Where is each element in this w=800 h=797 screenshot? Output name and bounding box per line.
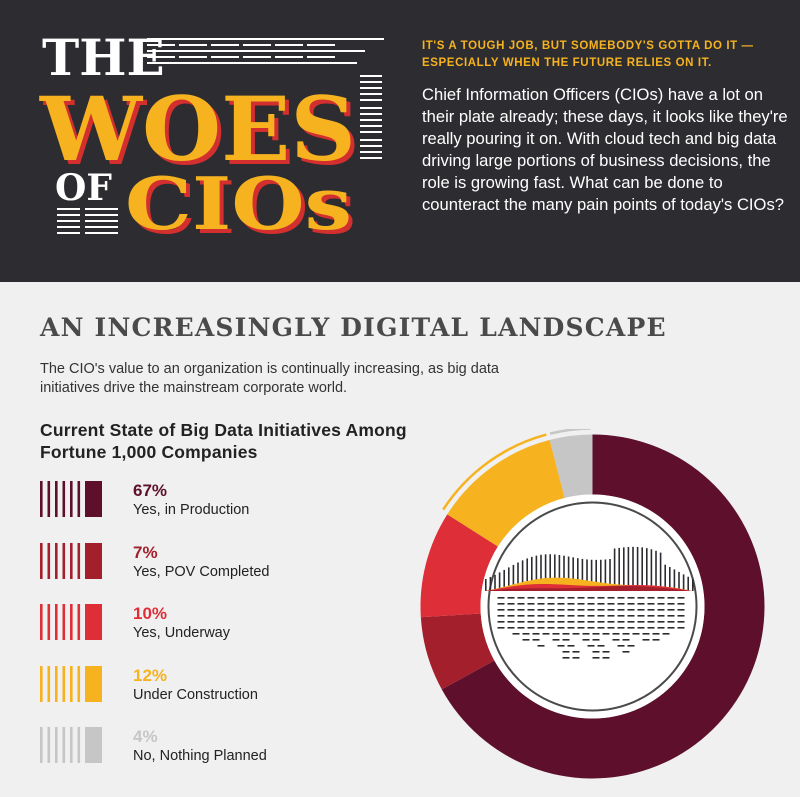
decorative-lines-top bbox=[147, 38, 384, 64]
section-title: AN INCREASINGLY DIGITAL LANDSCAPE bbox=[40, 313, 667, 342]
donut-chart bbox=[420, 429, 765, 779]
legend-label: Yes, POV Completed bbox=[133, 563, 270, 580]
donut-accent-arc bbox=[549, 429, 591, 435]
title-cios-shadow: CIOs bbox=[129, 165, 356, 250]
donut-slice bbox=[447, 439, 565, 547]
donut-center bbox=[480, 494, 705, 719]
section-description: The CIO's value to an organization is co… bbox=[40, 361, 499, 396]
legend-swatch-block bbox=[85, 604, 102, 640]
legend-swatch-stripe bbox=[55, 481, 58, 517]
legend-swatch-stripe bbox=[70, 604, 73, 640]
legend-item: 12% Under Construction bbox=[40, 665, 380, 706]
legend-item: 67% Yes, in Production bbox=[40, 481, 380, 521]
donut-inner-ring bbox=[487, 501, 698, 712]
legend-swatch-stripe bbox=[77, 542, 81, 579]
header-banner: THE WOES WOES OF CIOs CIOs IT'S A TOUGH … bbox=[0, 0, 800, 282]
tagline: IT'S A TOUGH JOB, BUT SOMEBODY'S GOTTA D… bbox=[422, 40, 754, 69]
legend-swatch-stripe bbox=[77, 481, 81, 517]
legend-item: 4% No, Nothing Planned bbox=[40, 727, 380, 767]
legend-swatch bbox=[40, 542, 102, 579]
legend-swatch-stripe bbox=[47, 727, 51, 763]
legend-swatch bbox=[40, 481, 102, 517]
legend-swatch-stripe bbox=[62, 542, 66, 579]
legend-swatch-stripe bbox=[47, 665, 51, 702]
intro-paragraph: Chief Information Officers (CIOs) have a… bbox=[422, 85, 788, 214]
legend-swatch-stripe bbox=[70, 542, 73, 579]
legend-swatch-stripe bbox=[62, 604, 66, 640]
legend-swatch bbox=[40, 604, 102, 640]
legend-swatch-stripe bbox=[77, 727, 81, 763]
legend-swatch-stripe bbox=[55, 727, 58, 763]
center-illustration bbox=[485, 546, 694, 659]
legend-swatch-stripe bbox=[62, 481, 66, 517]
legend-value: 7% bbox=[133, 542, 158, 562]
donut-slice bbox=[549, 434, 593, 499]
legend-swatch-stripe bbox=[55, 604, 58, 640]
legend-swatch-stripe bbox=[70, 665, 73, 702]
legend-label: Under Construction bbox=[133, 686, 258, 703]
legend-swatch-block bbox=[85, 481, 102, 517]
legend-swatch-stripe bbox=[55, 542, 58, 579]
legend-swatch-stripe bbox=[47, 542, 51, 579]
legend-value: 12% bbox=[133, 665, 168, 685]
legend-swatch-stripe bbox=[40, 604, 43, 640]
donut-slice bbox=[441, 434, 765, 779]
title-woes-shadow: WOES bbox=[43, 81, 360, 185]
legend-swatch bbox=[40, 727, 102, 763]
title-cios: CIOs bbox=[125, 161, 352, 246]
legend-label: No, Nothing Planned bbox=[133, 748, 267, 764]
legend-value: 67% bbox=[133, 481, 168, 500]
legend-item: 7% Yes, POV Completed bbox=[40, 542, 380, 583]
legend-swatch-stripe bbox=[77, 665, 81, 702]
legend-swatch-stripe bbox=[70, 727, 73, 763]
legend-item: 10% Yes, Underway bbox=[40, 604, 380, 644]
donut-slice bbox=[420, 613, 495, 690]
legend-swatch-stripe bbox=[70, 481, 73, 517]
donut-accent-arc bbox=[442, 433, 547, 511]
legend-swatch-stripe bbox=[55, 665, 58, 702]
legend-swatch-block bbox=[85, 542, 102, 579]
donut-slice bbox=[420, 514, 498, 618]
title-woes: WOES bbox=[39, 77, 356, 181]
legend-label: Yes, in Production bbox=[133, 502, 250, 518]
legend-swatch-stripe bbox=[47, 481, 51, 517]
title-the: THE bbox=[42, 28, 165, 87]
chart-title: Current State of Big Data Initiatives Am… bbox=[40, 420, 407, 462]
legend-swatch-block bbox=[85, 727, 102, 763]
legend-swatch-stripe bbox=[40, 665, 43, 702]
legend-value: 10% bbox=[133, 604, 168, 623]
legend-swatch-stripe bbox=[62, 665, 66, 702]
legend-swatch-stripe bbox=[40, 542, 43, 579]
decorative-lines-right bbox=[360, 75, 382, 159]
legend-swatch bbox=[40, 665, 102, 702]
legend-value: 4% bbox=[133, 727, 158, 746]
legend-swatch-stripe bbox=[62, 727, 66, 763]
title-of: OF bbox=[55, 167, 112, 209]
legend-swatch-stripe bbox=[40, 481, 43, 517]
legend-swatch-stripe bbox=[40, 727, 43, 763]
title-logo: THE WOES WOES OF CIOs CIOs bbox=[39, 28, 384, 250]
legend-swatch-stripe bbox=[47, 604, 51, 640]
legend-swatch-stripe bbox=[77, 604, 81, 640]
legend-swatch-block bbox=[85, 665, 102, 702]
decorative-lines-bottom bbox=[57, 208, 118, 234]
legend-label: Yes, Underway bbox=[133, 625, 230, 641]
